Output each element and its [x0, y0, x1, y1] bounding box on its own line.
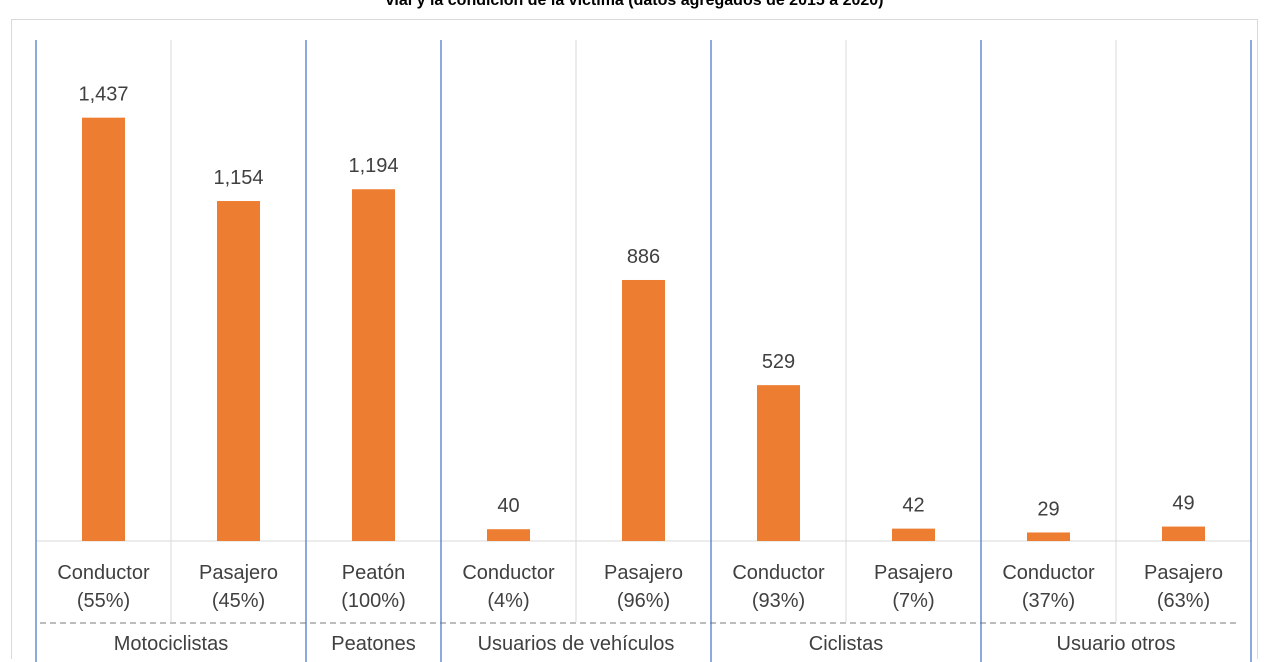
bar [82, 117, 125, 542]
tick-label: Pasajero [199, 562, 278, 584]
data-label: 1,437 [78, 84, 128, 106]
group-dividers [35, 40, 1252, 662]
bar [892, 528, 935, 541]
tick-label: Peatón [342, 562, 405, 584]
tick-label: Pasajero [1144, 562, 1223, 584]
tick-label: Conductor [462, 562, 555, 584]
data-label: 886 [627, 246, 660, 268]
group-label: Usuario otros [1057, 633, 1176, 655]
bar [757, 385, 800, 541]
data-label: 1,194 [348, 155, 398, 177]
tick-label: Conductor [732, 562, 825, 584]
data-label: 42 [902, 495, 924, 517]
value-labels: 1,437 1,154 1,194 40 886 529 42 29 49 [78, 84, 1194, 521]
bars [82, 117, 1205, 542]
tick-label-share: (63%) [1157, 590, 1210, 612]
tick-label-share: (37%) [1022, 590, 1075, 612]
group-label: Motociclistas [114, 633, 228, 655]
data-label: 40 [497, 495, 519, 517]
bar [622, 279, 665, 541]
tick-label: Pasajero [604, 562, 683, 584]
tick-label-share: (93%) [752, 590, 805, 612]
data-label: 49 [1172, 493, 1194, 515]
tick-label-share: (55%) [77, 590, 130, 612]
category-labels: Conductor (55%) Pasajero (45%) Peatón (100%) C… [57, 562, 1223, 612]
group-label: Peatones [331, 633, 416, 655]
tick-label-share: (100%) [341, 590, 405, 612]
tick-label-share: (96%) [617, 590, 670, 612]
chart-title: vial y la condición de la víctima (datos… [385, 0, 884, 9]
data-label: 529 [762, 351, 795, 373]
tick-label-share: (4%) [487, 590, 529, 612]
tick-label: Pasajero [874, 562, 953, 584]
tick-label-share: (7%) [892, 590, 934, 612]
group-label: Ciclistas [809, 633, 883, 655]
tick-label-share: (45%) [212, 590, 265, 612]
tick-label: Conductor [1002, 562, 1095, 584]
chart-frame [11, 19, 1258, 659]
group-labels: Motociclistas Peatones Usuarios de vehícul… [114, 633, 1176, 655]
bar [1162, 526, 1205, 541]
bar [352, 189, 395, 541]
tick-label: Conductor [57, 562, 150, 584]
data-label: 29 [1037, 498, 1059, 520]
group-label: Usuarios de vehículos [478, 633, 675, 655]
bar [217, 201, 260, 541]
data-label: 1,154 [213, 167, 263, 189]
bar [1027, 532, 1070, 541]
bar [487, 529, 530, 541]
